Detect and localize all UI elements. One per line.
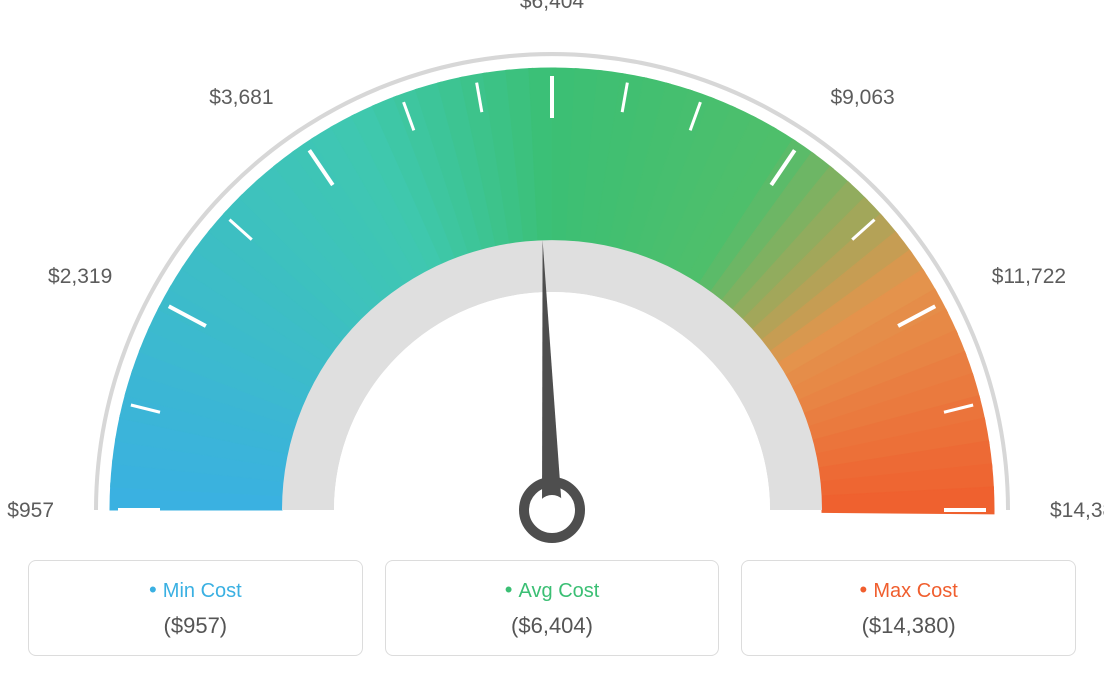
legend-card-max: Max Cost ($14,380) [741,560,1076,656]
gauge-chart: $957 $2,319 $3,681 $6,404 $9,063 $11,722 $14,3… [0,0,1104,560]
gauge-svg [0,0,1104,560]
gauge-tick-label: $3,681 [184,86,274,110]
gauge-tick-label: $9,063 [830,86,920,110]
gauge-tick-label: $6,404 [507,0,597,14]
legend-card-min: Min Cost ($957) [28,560,363,656]
legend-max-value: ($14,380) [754,613,1063,639]
gauge-tick-label: $14,380 [1050,499,1104,523]
gauge-tick-label: $11,722 [992,265,1082,289]
legend-avg-value: ($6,404) [398,613,707,639]
gauge-tick-label: $957 [0,499,54,523]
legend-card-avg: Avg Cost ($6,404) [385,560,720,656]
cost-gauge-widget: $957 $2,319 $3,681 $6,404 $9,063 $11,722 $14,3… [0,0,1104,690]
legend-min-value: ($957) [41,613,350,639]
legend-row: Min Cost ($957) Avg Cost ($6,404) Max Co… [0,560,1104,656]
gauge-tick-label: $2,319 [22,265,112,289]
legend-min-label: Min Cost [41,577,350,603]
legend-avg-label: Avg Cost [398,577,707,603]
legend-max-label: Max Cost [754,577,1063,603]
